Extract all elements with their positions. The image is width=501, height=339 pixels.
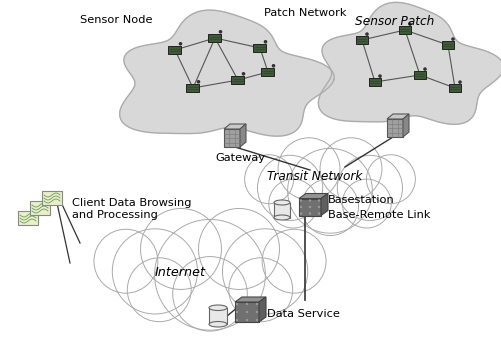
Text: Data Service: Data Service [267, 309, 339, 319]
Circle shape [256, 303, 258, 305]
Circle shape [366, 155, 414, 204]
Circle shape [301, 179, 358, 236]
Bar [168, 46, 181, 54]
Circle shape [457, 80, 461, 84]
Text: Transit Network: Transit Network [267, 171, 362, 183]
Bar [413, 71, 425, 79]
Ellipse shape [208, 305, 226, 311]
Circle shape [320, 138, 381, 200]
Circle shape [196, 80, 200, 84]
Text: Internet: Internet [154, 266, 205, 279]
Ellipse shape [208, 321, 226, 327]
Circle shape [337, 155, 402, 220]
Circle shape [342, 179, 390, 228]
Circle shape [271, 64, 275, 67]
Bar [299, 199, 320, 216]
Circle shape [245, 303, 247, 305]
Bar [231, 76, 244, 84]
Circle shape [299, 206, 302, 208]
Text: Patch Network: Patch Network [264, 8, 346, 18]
Circle shape [245, 311, 247, 313]
Polygon shape [119, 10, 334, 136]
Polygon shape [318, 2, 501, 124]
Ellipse shape [274, 200, 290, 205]
Circle shape [245, 319, 247, 321]
Circle shape [222, 229, 307, 314]
Bar [18, 211, 38, 225]
Text: Sensor Node: Sensor Node [80, 15, 152, 25]
Circle shape [228, 258, 292, 322]
Circle shape [308, 212, 311, 215]
Text: Client Data Browsing
and Processing: Client Data Browsing and Processing [72, 198, 191, 220]
Text: Sensor Patch: Sensor Patch [354, 15, 433, 28]
Circle shape [263, 40, 267, 44]
Circle shape [422, 67, 426, 71]
Circle shape [154, 219, 265, 330]
Circle shape [268, 179, 317, 228]
Circle shape [317, 212, 320, 215]
Circle shape [317, 206, 320, 208]
Circle shape [299, 199, 302, 202]
Bar [186, 84, 199, 92]
Bar [253, 44, 266, 52]
Circle shape [407, 22, 411, 26]
Polygon shape [239, 124, 245, 147]
Circle shape [235, 319, 238, 321]
Circle shape [244, 155, 293, 204]
Circle shape [198, 208, 279, 290]
Circle shape [112, 229, 197, 314]
Bar [261, 68, 274, 76]
Bar [441, 41, 453, 49]
Circle shape [235, 311, 238, 313]
Bar [223, 129, 239, 147]
Text: Gateway: Gateway [214, 153, 265, 163]
Bar [386, 119, 402, 137]
Polygon shape [223, 124, 245, 129]
Circle shape [299, 212, 302, 215]
Bar [234, 302, 259, 322]
Bar [30, 201, 50, 215]
Bar [42, 191, 62, 205]
Circle shape [377, 74, 381, 78]
Polygon shape [259, 297, 266, 322]
Ellipse shape [274, 215, 290, 220]
Circle shape [450, 37, 454, 41]
Circle shape [241, 72, 245, 76]
Bar [398, 26, 410, 34]
Text: Base-Remote Link: Base-Remote Link [327, 210, 430, 220]
Circle shape [256, 311, 258, 313]
Text: Basestation: Basestation [327, 195, 394, 205]
Circle shape [172, 257, 247, 331]
Bar [355, 36, 367, 44]
Bar [274, 202, 290, 218]
Circle shape [364, 32, 368, 36]
Circle shape [127, 258, 191, 322]
Circle shape [256, 319, 258, 321]
Polygon shape [320, 194, 327, 216]
Circle shape [218, 30, 222, 34]
Circle shape [140, 208, 221, 290]
Circle shape [308, 199, 311, 202]
Circle shape [257, 155, 322, 220]
Polygon shape [299, 194, 327, 199]
Bar [208, 308, 226, 324]
Circle shape [308, 206, 311, 208]
Circle shape [94, 229, 157, 293]
Circle shape [262, 229, 326, 293]
Circle shape [287, 148, 372, 233]
Circle shape [317, 199, 320, 202]
Bar [368, 78, 380, 86]
Polygon shape [234, 297, 266, 302]
Polygon shape [402, 114, 408, 137]
Bar [208, 34, 221, 42]
Bar [448, 84, 460, 92]
Circle shape [235, 303, 238, 305]
Circle shape [178, 42, 182, 45]
Circle shape [278, 138, 339, 200]
Polygon shape [386, 114, 408, 119]
